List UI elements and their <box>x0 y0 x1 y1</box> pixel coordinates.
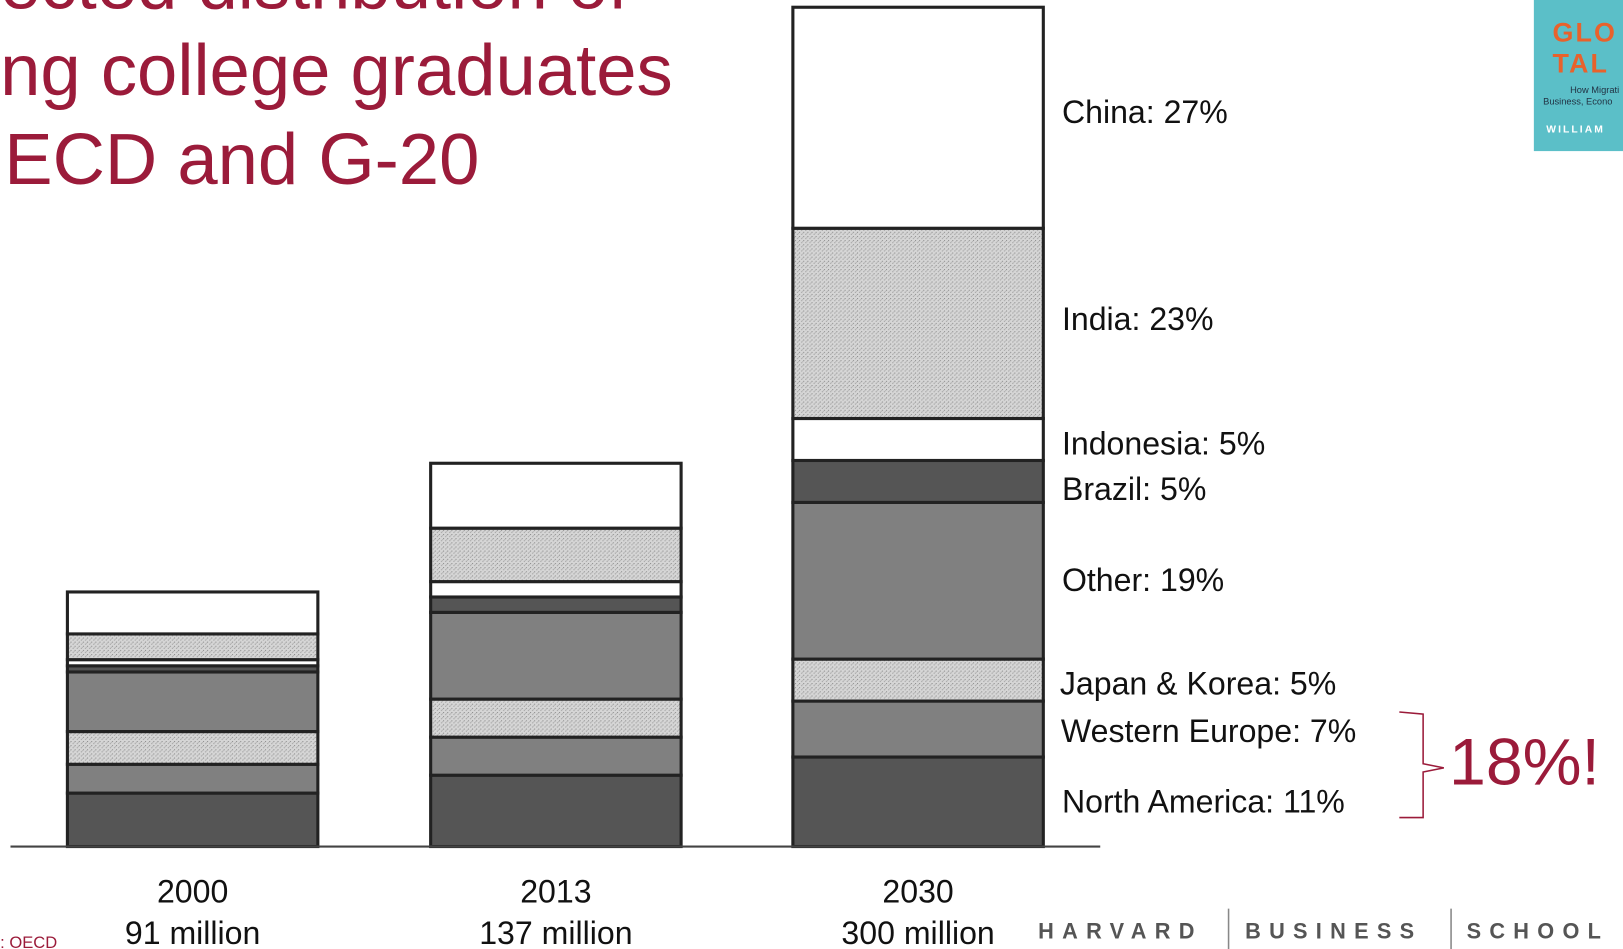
book-author: WILLIAM <box>1546 124 1605 135</box>
segment-label: India: 23% <box>1062 301 1214 337</box>
bar-segment <box>791 226 1045 421</box>
bar-segment <box>791 657 1045 703</box>
title-line: ected distribution of <box>0 0 629 24</box>
bar-segment <box>791 458 1045 504</box>
segment-label: Other: 19% <box>1062 562 1224 598</box>
book-cover <box>1533 0 1623 152</box>
segment-label: North America: 11% <box>1062 783 1345 819</box>
footer-word: SCHOOL <box>1467 919 1610 944</box>
title-line: ng college graduates <box>0 30 673 111</box>
bar-segment <box>429 580 683 599</box>
footer-word: BUSINESS <box>1245 919 1422 944</box>
total-label: 137 million <box>479 915 632 949</box>
segment-label: Japan & Korea: 5% <box>1060 665 1336 701</box>
segment-label: China: 27% <box>1062 94 1228 130</box>
total-label: 91 million <box>125 915 261 949</box>
bar-segment <box>791 416 1045 463</box>
bar-segment <box>65 632 320 662</box>
bar-segment <box>429 773 683 849</box>
bar-segment <box>429 735 683 777</box>
chart: 2000 91 million 2013 137 million 2030 300 mil… <box>10 5 1356 949</box>
bar-segment <box>65 730 320 766</box>
book-subtitle: Business, Econo <box>1543 97 1612 107</box>
footer: HARVARD BUSINESS SCHOOL <box>1038 908 1610 949</box>
source: : OECD <box>0 933 57 949</box>
book-title: GLO <box>1552 17 1616 47</box>
bar-segment <box>65 762 320 795</box>
bar-segment <box>65 670 320 734</box>
total-label: 300 million <box>841 915 994 949</box>
bar-segment <box>791 699 1045 759</box>
bar-segment <box>429 595 683 614</box>
bar-segment <box>791 500 1045 661</box>
bracket-label: 18%! <box>1449 725 1600 799</box>
category-label: 2013 <box>520 873 591 909</box>
segment-label: Western Europe: 7% <box>1061 713 1356 749</box>
segment-label: Indonesia: 5% <box>1062 425 1265 461</box>
segment-label: Brazil: 5% <box>1062 471 1206 507</box>
bar-segment <box>65 590 320 636</box>
book-title: TAL <box>1552 48 1608 78</box>
book-subtitle: How Migrati <box>1570 85 1619 95</box>
bar-segment <box>791 5 1045 230</box>
bar-segment <box>429 526 683 584</box>
bar-segment <box>429 610 683 701</box>
footer-word: HARVARD <box>1038 919 1203 944</box>
bar-segment <box>791 755 1045 849</box>
bracket <box>1399 711 1444 819</box>
category-label: 2000 <box>157 873 228 909</box>
bar-segment <box>65 791 320 849</box>
bar-segment <box>429 697 683 739</box>
category-label: 2030 <box>882 873 953 909</box>
title-line: ECD and G-20 <box>4 119 479 200</box>
title: ected distribution of ng college graduat… <box>0 0 673 200</box>
bar-segment <box>429 461 683 530</box>
